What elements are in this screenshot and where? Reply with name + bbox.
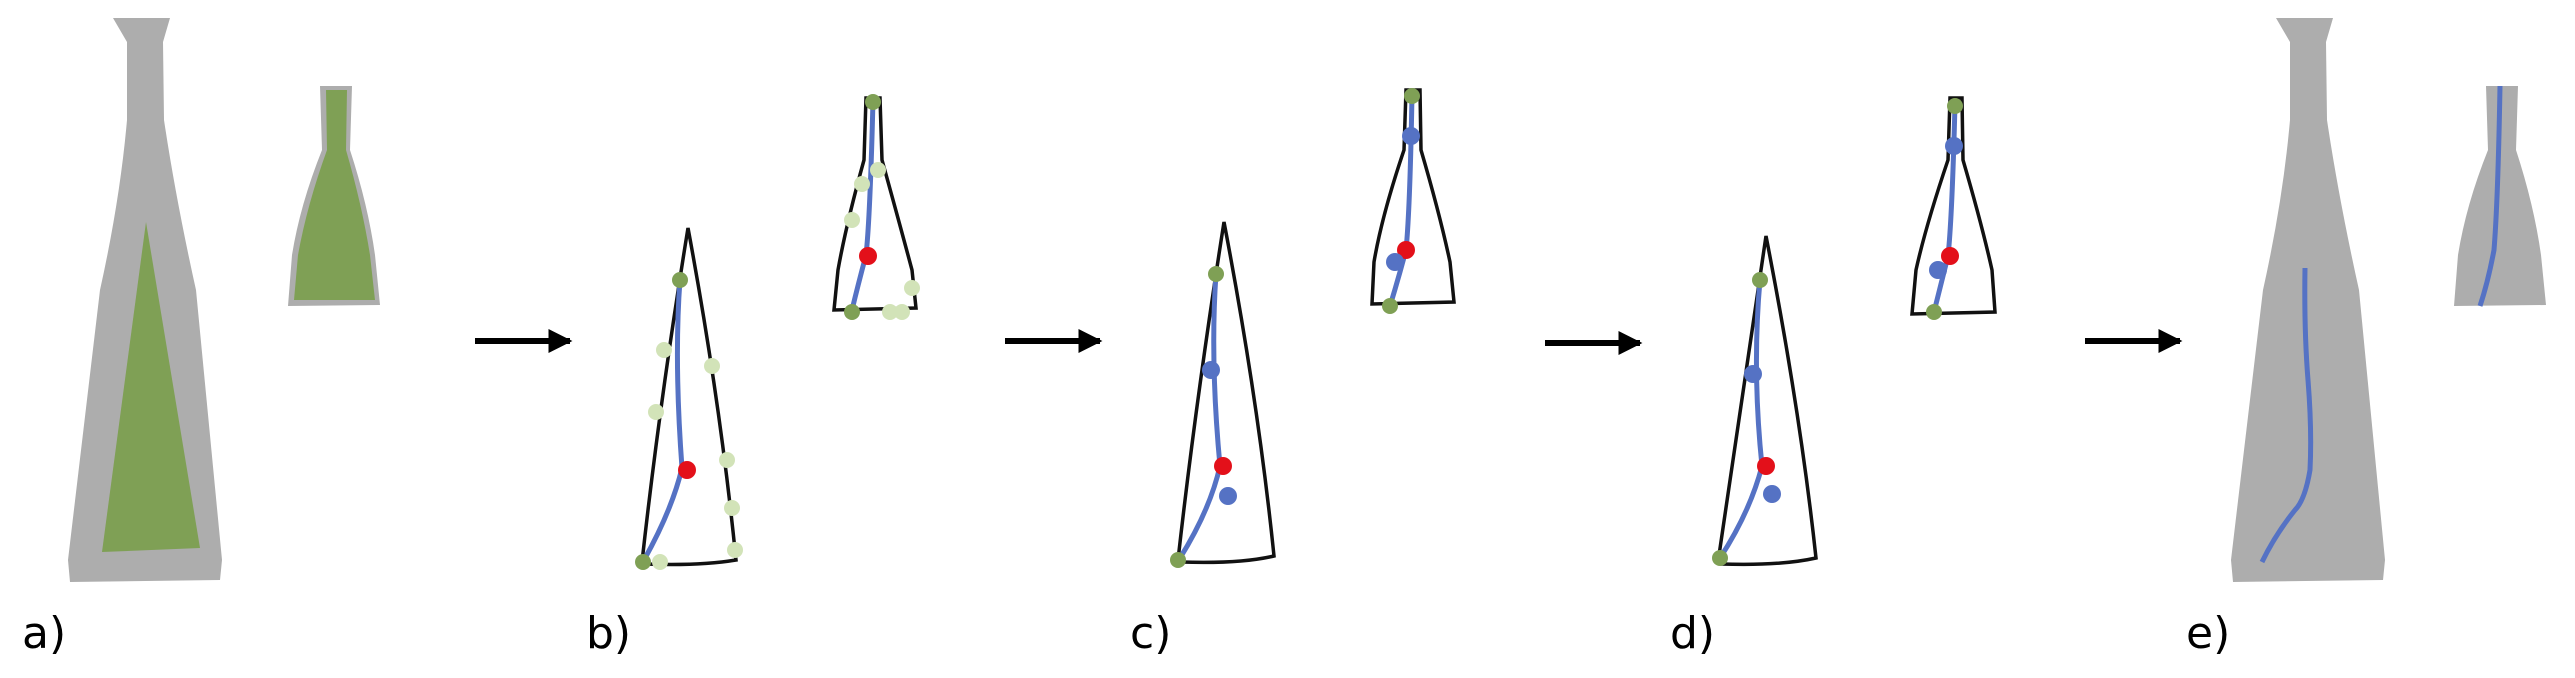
skeleton-curve-large (1180, 274, 1220, 558)
sample-point-light (894, 304, 910, 320)
sample-point-light (854, 176, 870, 192)
endpoint-green (1926, 304, 1942, 320)
sample-point-light (727, 542, 743, 558)
sample-point-light (904, 280, 920, 296)
sample-point-light (652, 554, 668, 570)
endpoint-green (844, 304, 860, 320)
panel-a (68, 18, 380, 582)
panel-label-b: b) (586, 612, 631, 656)
outline-large (642, 228, 736, 565)
panel-e (2231, 18, 2546, 582)
sample-point-light (704, 358, 720, 374)
node-blue (1945, 137, 1963, 155)
endpoint-green (1170, 552, 1186, 568)
node-blue (1763, 485, 1781, 503)
endpoint-green (1382, 298, 1398, 314)
sample-point-light (844, 212, 860, 228)
node-blue (1202, 361, 1220, 379)
skeleton-curve-small (852, 100, 873, 310)
bottle-silhouette-large (2231, 18, 2385, 582)
sample-point-light (724, 500, 740, 516)
skeleton-curve-large (644, 280, 682, 560)
skeleton-curve-small (1390, 94, 1412, 306)
node-blue (1219, 487, 1237, 505)
endpoint-green (635, 554, 651, 570)
junction-red (1214, 457, 1232, 475)
endpoint-green (672, 272, 688, 288)
outline-large (1178, 222, 1274, 562)
panel-label-c: c) (1130, 612, 1171, 656)
endpoint-green (1208, 266, 1224, 282)
endpoint-green (1947, 98, 1963, 114)
endpoint-green (1404, 88, 1420, 104)
sample-point-light (648, 404, 664, 420)
node-blue (1402, 127, 1420, 145)
panel-d (1712, 98, 1995, 566)
panel-label-e: e) (2186, 612, 2230, 656)
sample-point-light (719, 452, 735, 468)
junction-red (859, 247, 877, 265)
outline-large (1718, 236, 1816, 564)
panel-b (635, 94, 920, 570)
sample-point-light (870, 162, 886, 178)
panel-label-d: d) (1670, 612, 1715, 656)
junction-red (678, 461, 696, 479)
junction-red (1941, 247, 1959, 265)
node-blue (1744, 365, 1762, 383)
node-blue (1386, 253, 1404, 271)
node-blue (1929, 261, 1947, 279)
sample-point-light (656, 342, 672, 358)
junction-red (1757, 457, 1775, 475)
outline-small (834, 98, 916, 310)
endpoint-green (1712, 550, 1728, 566)
panel-label-a: a) (22, 612, 66, 656)
skeleton-curve-small (1934, 104, 1955, 312)
endpoint-green (865, 94, 881, 110)
panel-c (1170, 88, 1454, 568)
endpoint-green (1752, 272, 1768, 288)
